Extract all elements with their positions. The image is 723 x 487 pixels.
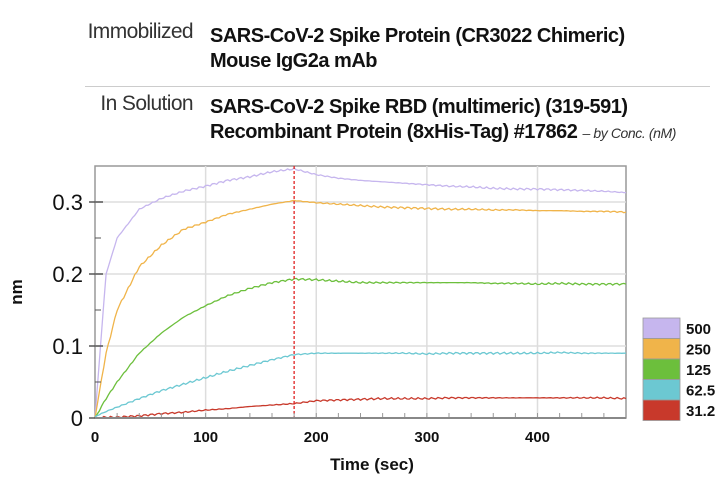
legend-label: 125 <box>686 362 711 379</box>
legend-swatch <box>642 379 681 401</box>
header-divider <box>85 86 710 87</box>
legend-swatch <box>642 338 681 360</box>
y-axis-label: nm <box>7 279 26 305</box>
legend-label: 250 <box>686 342 711 359</box>
x-tick-label: 100 <box>193 429 218 446</box>
legend-swatch <box>642 399 681 421</box>
legend-swatch <box>642 317 681 339</box>
immobilized-line-2: Mouse IgG2a mAb <box>210 50 377 72</box>
x-tick-label: 0 <box>91 429 99 446</box>
axes: 0 100 200 300 400 0 0.1 0.2 0.3 <box>52 190 626 446</box>
series-line-62-5 <box>94 351 626 418</box>
series-line-125 <box>94 277 627 419</box>
solution-line-2-text: Recombinant Protein (8xHis-Tag) #17862 <box>210 121 578 143</box>
series-line-31-2 <box>94 396 627 419</box>
solution-line-2: Recombinant Protein (8xHis-Tag) #17862 –… <box>210 120 676 146</box>
y-tick-label: 0.3 <box>52 190 83 215</box>
y-tick-label: 0 <box>71 406 83 431</box>
legend-label: 31.2 <box>686 403 715 420</box>
plot-frame <box>94 165 627 419</box>
x-tick-label: 200 <box>304 429 329 446</box>
immobilized-label: Immobilized <box>87 20 194 43</box>
series-line-250 <box>94 199 627 419</box>
y-tick-label: 0.2 <box>52 262 83 287</box>
x-tick-label: 400 <box>525 429 550 446</box>
grid <box>94 165 627 419</box>
legend-label: 62.5 <box>686 383 715 400</box>
series-line-500 <box>94 167 626 419</box>
legend-label: 500 <box>686 321 711 338</box>
solution-label: In Solution <box>100 92 193 115</box>
immobilized-line-1: SARS-CoV-2 Spike Protein (CR3022 Chimeri… <box>210 25 625 47</box>
x-tick-label: 300 <box>414 429 439 446</box>
x-axis-label: Time (sec) <box>330 455 414 474</box>
series-lines <box>94 166 627 419</box>
y-tick-label: 0.1 <box>52 334 83 359</box>
solution-note: – by Conc. (nM) <box>582 125 677 141</box>
solution-line-1: SARS-CoV-2 Spike RBD (multimeric) (319-5… <box>210 96 628 118</box>
legend: 500 250 125 62.5 31.2 <box>642 317 715 421</box>
legend-swatch <box>642 358 681 380</box>
